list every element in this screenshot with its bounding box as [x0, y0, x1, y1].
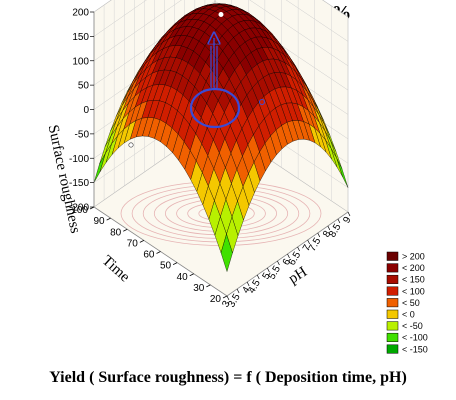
- optimum-point: [218, 12, 224, 17]
- ph-tick-label: 6: [281, 257, 294, 268]
- ph-tick-label: 3: [220, 299, 233, 310]
- z-tick-label: -200: [69, 203, 89, 214]
- ph-tick-mark: [236, 288, 240, 294]
- legend-swatch: [386, 298, 399, 308]
- z-tick-label: 50: [78, 81, 90, 92]
- time-tick-label: 70: [127, 238, 139, 249]
- ph-tick-mark: [267, 267, 270, 273]
- z-tick-label: 0: [83, 105, 89, 116]
- time-tick-label: 30: [193, 283, 205, 294]
- legend-swatch: [386, 321, 399, 331]
- legend-swatch: [386, 286, 399, 296]
- legend-swatch: [386, 344, 399, 354]
- z-tick-label: 200: [72, 8, 89, 19]
- time-axis-title: Time: [99, 253, 133, 286]
- time-tick-mark: [189, 273, 194, 277]
- time-tick-mark: [172, 262, 178, 265]
- legend-swatch: [386, 309, 399, 319]
- z-tick-label: -50: [75, 129, 90, 140]
- legend-label: < -100: [402, 333, 428, 343]
- ph-tick-mark: [337, 218, 341, 224]
- ph-tick-label: 5: [261, 271, 274, 282]
- ph-tick-mark: [226, 295, 230, 301]
- ph-tick-mark: [307, 239, 310, 245]
- back-wall-right: [214, 0, 349, 213]
- data-point: [259, 99, 265, 105]
- time-tick-mark: [106, 217, 111, 221]
- ph-tick-label: 4: [240, 285, 253, 296]
- caption: Yield ( Surface roughness) = f ( Deposit…: [49, 369, 407, 386]
- time-tick-mark: [139, 240, 145, 243]
- legend: > 200< 200 < 150< 100 < 50 < 0< -50 < -100< …: [386, 251, 428, 354]
- optimum-highlight-ring: [189, 87, 241, 129]
- legend-label: < 0: [402, 310, 415, 320]
- time-tick-mark: [89, 206, 95, 210]
- ph-tick-label: 9: [341, 215, 354, 226]
- ph-tick-label: 7: [301, 243, 314, 254]
- ph-tick-mark: [256, 274, 260, 280]
- legend-swatch: [386, 332, 399, 342]
- legend-label: < -50: [402, 321, 423, 331]
- ph-tick-label: 8: [321, 229, 334, 240]
- time-tick-label: 50: [160, 261, 172, 272]
- time-tick-mark: [206, 284, 211, 288]
- legend-swatch: [386, 263, 399, 273]
- legend-label: < 100: [402, 286, 425, 296]
- ph-tick-mark: [287, 253, 290, 259]
- time-tick-label: 90: [94, 216, 106, 227]
- ph-tick-mark: [246, 281, 250, 287]
- ph-tick-mark: [277, 260, 280, 266]
- legend-label: < 200: [402, 263, 425, 273]
- time-tick-label: 80: [110, 227, 122, 238]
- legend-label: > 200: [402, 252, 425, 262]
- z-tick-label: -100: [69, 154, 89, 165]
- time-tick-mark: [123, 228, 128, 232]
- time-tick-mark: [222, 295, 228, 299]
- legend-label: < -150: [402, 344, 428, 354]
- legend-swatch: [386, 251, 399, 261]
- data-point: [128, 142, 134, 148]
- ph-tick-mark: [297, 246, 300, 252]
- legend-label: < 150: [402, 275, 425, 285]
- ph-tick-mark: [317, 232, 321, 238]
- surface-cell: [220, 233, 233, 273]
- z-tick-label: -150: [69, 178, 89, 189]
- ph-tick-mark: [347, 211, 351, 217]
- legend-label: < 50: [402, 298, 420, 308]
- time-tick-label: 100: [71, 205, 88, 216]
- time-tick-mark: [156, 251, 161, 254]
- legend-swatch: [386, 274, 399, 284]
- z-tick-label: 100: [72, 56, 89, 67]
- time-tick-label: 60: [143, 250, 155, 261]
- ph-tick-mark: [327, 225, 331, 231]
- z-tick-label: 150: [72, 32, 89, 43]
- time-tick-label: 20: [210, 294, 222, 305]
- time-tick-label: 40: [177, 272, 189, 283]
